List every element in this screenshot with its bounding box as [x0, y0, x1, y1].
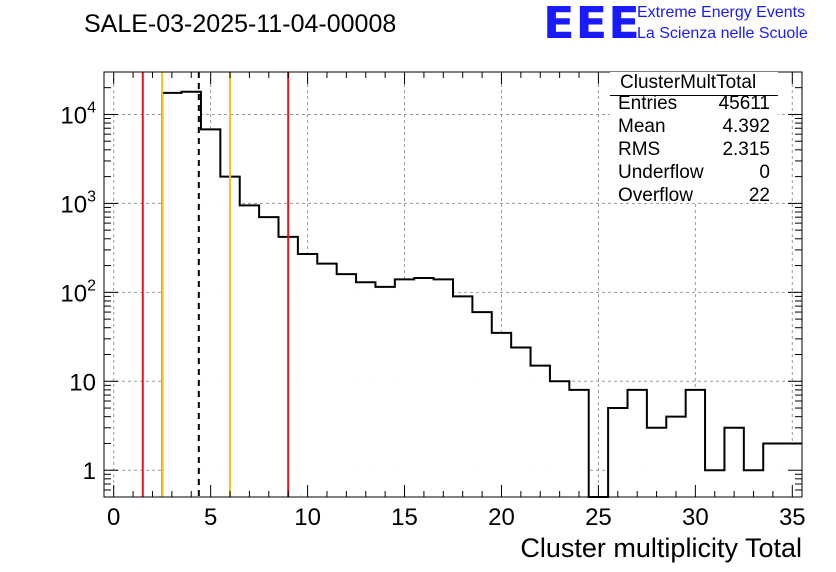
histogram-outline: [161, 90, 802, 498]
histogram-bar: [569, 389, 589, 497]
x-tick-label: 5: [204, 504, 217, 531]
plot-frame: [103, 71, 803, 498]
histogram-bar: [297, 253, 318, 497]
histogram-bar: [724, 427, 744, 497]
histogram-bar: [453, 296, 473, 497]
histogram-bar: [705, 470, 725, 497]
histogram-bar: [356, 282, 376, 497]
y-tick-label: 104: [60, 99, 96, 129]
histogram-bar: [666, 416, 686, 497]
histogram-bar: [549, 381, 570, 497]
stats-label: Overflow: [618, 185, 693, 206]
stats-box: ClusterMultTotal Entries 45611 Mean 4.39…: [610, 72, 778, 206]
histogram-bar: [375, 286, 395, 497]
histogram-bar: [511, 347, 531, 497]
histogram-bar: [743, 470, 764, 497]
x-tick-label: 30: [682, 504, 709, 531]
brand-line-1: Extreme Energy Events: [637, 4, 806, 21]
stats-value: 2.315: [722, 139, 770, 160]
y-tick-label: 102: [60, 277, 96, 307]
stats-title: ClusterMultTotal: [620, 72, 757, 93]
stats-label: Underflow: [618, 162, 704, 183]
stats-divider: [610, 95, 778, 96]
stats-row-mean: Mean 4.392: [618, 116, 770, 138]
x-tick-label: 20: [488, 504, 515, 531]
stats-label: Mean: [618, 116, 666, 137]
y-tick-label: 1: [83, 458, 96, 485]
histogram-bar: [433, 279, 453, 497]
y-tick-label: 103: [60, 188, 96, 218]
stats-value: 4.392: [722, 116, 770, 137]
x-axis-title: Cluster multiplicity Total: [520, 533, 802, 563]
brand-line-2: La Scienza nelle Scuole: [637, 25, 808, 42]
x-tick-label: 15: [391, 504, 418, 531]
stats-row-overflow: Overflow 22: [618, 185, 770, 207]
stats-row-underflow: Underflow 0: [618, 162, 770, 184]
histogram-bar: [414, 277, 434, 497]
x-tick-label: 35: [779, 504, 806, 531]
histogram-bar: [259, 217, 279, 497]
run-title: SALE-03-2025-11-04-00008: [84, 10, 397, 38]
histogram-bar: [763, 443, 783, 497]
histogram-bar: [200, 129, 221, 497]
histogram-bar: [627, 389, 647, 497]
histogram-bar: [646, 427, 667, 497]
histogram-bar: [472, 312, 492, 497]
stats-label: Entries: [618, 93, 678, 114]
histogram-bar: [608, 408, 628, 497]
stats-value: 0: [759, 162, 770, 183]
y-tick-label: 10: [69, 369, 96, 396]
histogram-bar: [685, 389, 706, 497]
stats-row-rms: RMS 2.315: [618, 139, 770, 161]
histogram-bar: [491, 332, 512, 497]
stats-value: 22: [748, 185, 770, 206]
histogram-bar: [530, 365, 550, 497]
eee-logo: EEE: [543, 0, 641, 49]
histogram-bar: [239, 205, 260, 498]
x-tick-label: 0: [107, 504, 120, 531]
histogram-bar: [317, 263, 337, 497]
stats-label: RMS: [618, 139, 661, 160]
x-tick-label: 10: [294, 504, 321, 531]
x-tick-label: 25: [585, 504, 612, 531]
stats-row-entries: Entries 45611: [618, 93, 770, 115]
histogram-bar: [181, 91, 201, 498]
stats-value: 45611: [718, 93, 770, 114]
histogram-bar: [336, 274, 357, 497]
histogram-bar: [162, 92, 182, 497]
histogram-bar: [394, 279, 415, 497]
